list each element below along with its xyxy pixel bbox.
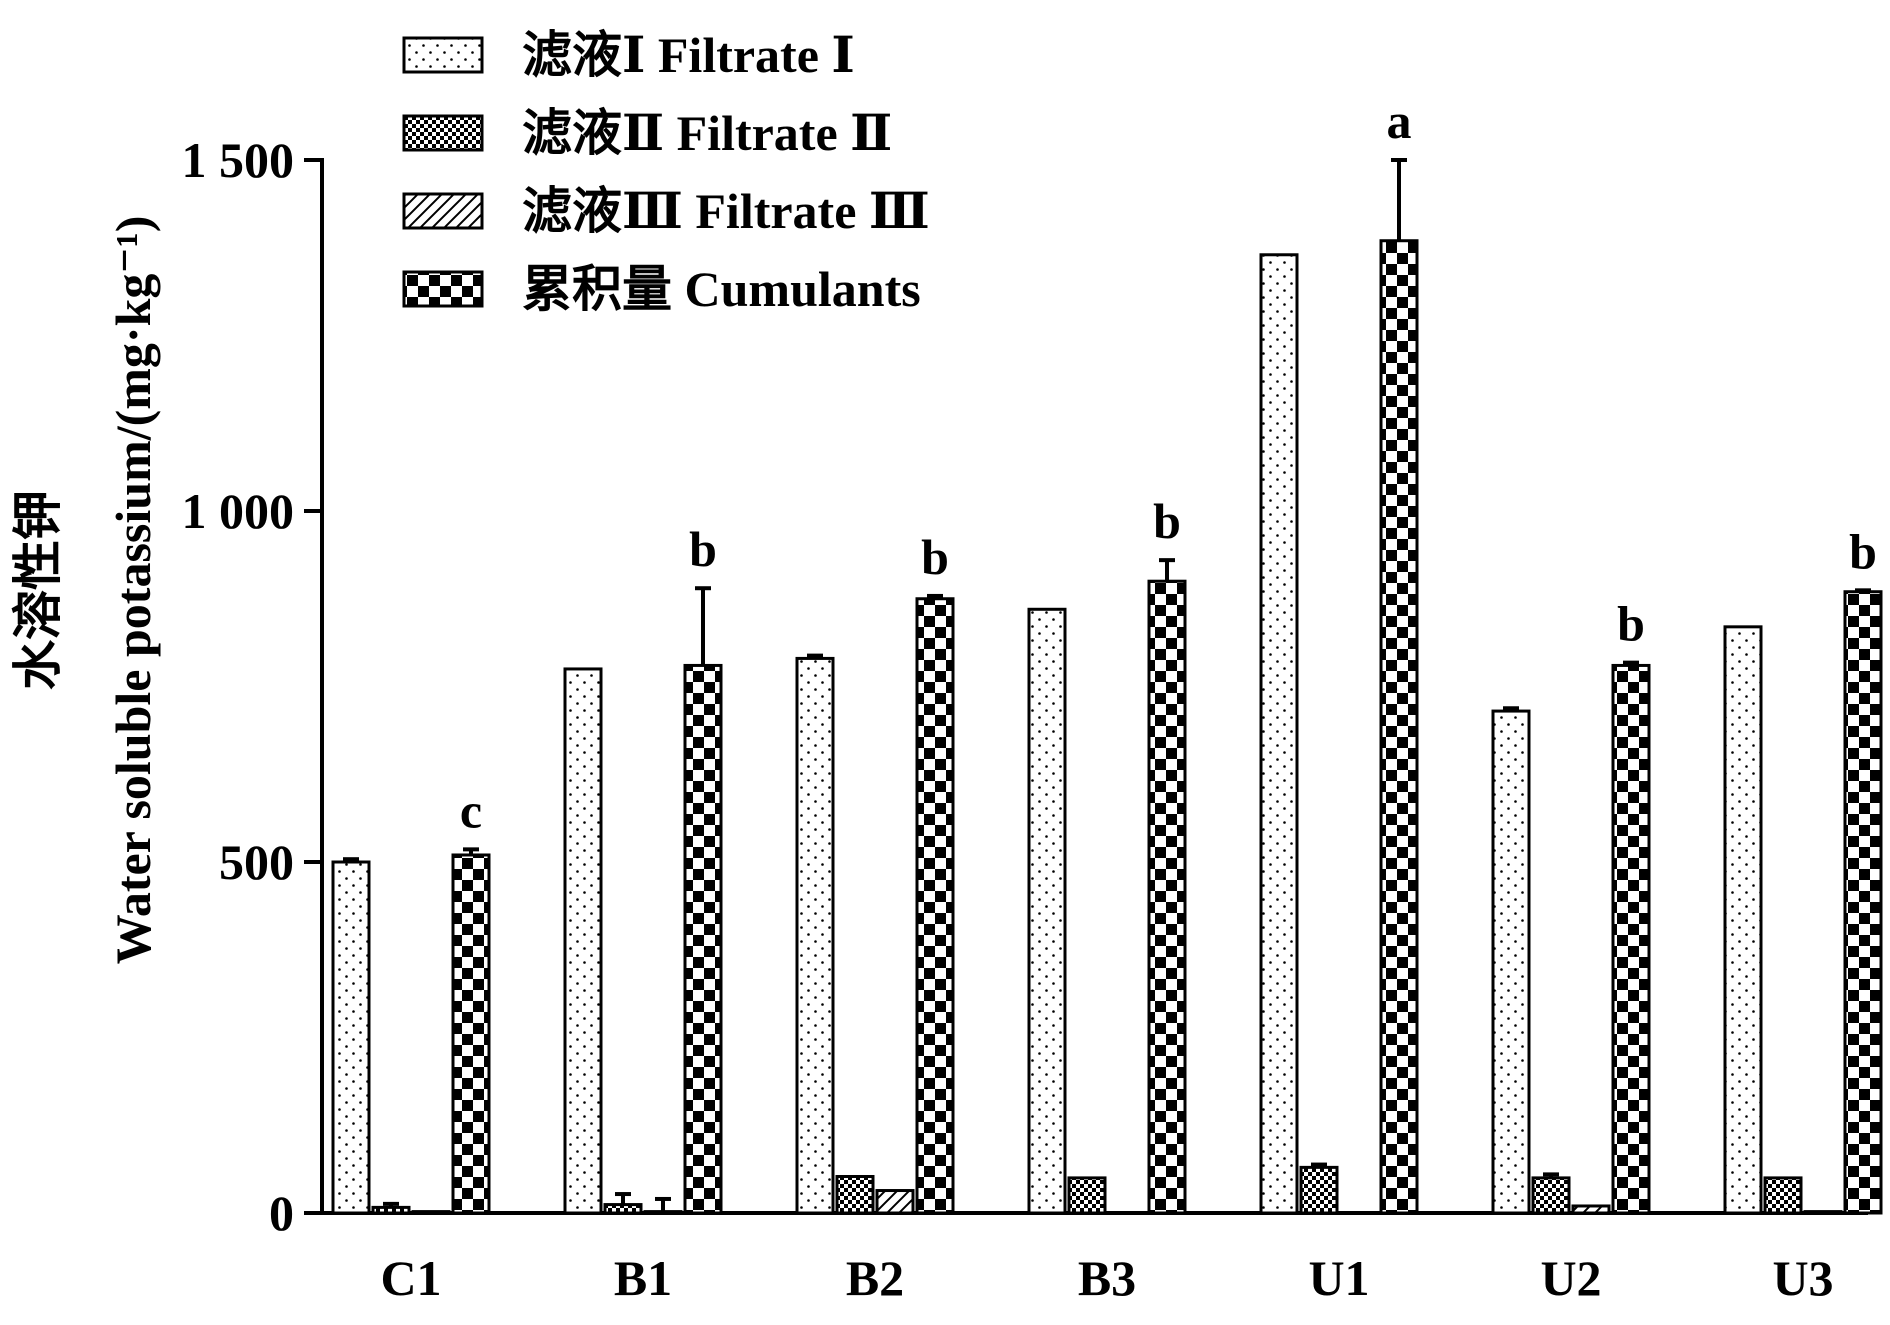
y-tick-label: 1 000	[182, 483, 295, 539]
bar-U3-series-4	[1843, 590, 1883, 1215]
bar-B3-series-1	[1027, 607, 1067, 1215]
bar-U2-series-3	[1571, 1204, 1611, 1215]
significance-label-U3: b	[1849, 523, 1877, 579]
significance-label-B3: b	[1153, 493, 1181, 549]
y-tick-label: 0	[269, 1185, 294, 1241]
bar-C1-series-1	[331, 860, 371, 1215]
x-tick-label-U3: U3	[1772, 1250, 1833, 1306]
y-tick-label: 1 500	[182, 132, 295, 188]
bar-B2-series-3	[875, 1189, 915, 1215]
legend-label-series-3: 滤液Ⅲ Filtrate Ⅲ	[522, 183, 930, 239]
bar-B2-series-2	[835, 1174, 875, 1215]
y-axis-title-zh: 水溶性钾	[10, 490, 66, 690]
bar-B2-series-4	[915, 597, 955, 1215]
legend-swatch-series-2	[402, 114, 484, 152]
legend-swatch-series-4	[402, 270, 484, 308]
significance-label-B1: b	[689, 521, 717, 577]
bar-U1-series-2	[1299, 1165, 1339, 1215]
bars	[331, 239, 1883, 1215]
legend: 滤液Ⅰ Filtrate Ⅰ 滤液Ⅱ Filtrate Ⅱ 滤液Ⅲ Filtrate…	[402, 27, 930, 317]
legend-label-series-1: 滤液Ⅰ Filtrate Ⅰ	[522, 27, 855, 83]
x-tick-label-U2: U2	[1540, 1250, 1601, 1306]
x-axis-labels: C1 B1 B2 B3 U1 U2 U3	[380, 1250, 1833, 1306]
legend-label-series-2: 滤液Ⅱ Filtrate Ⅱ	[522, 105, 892, 161]
significance-label-U1: a	[1387, 93, 1412, 149]
bar-B3-series-4	[1147, 579, 1187, 1215]
y-tick-label: 500	[219, 834, 294, 890]
bar-U3-series-3	[1803, 1210, 1843, 1215]
bar-U2-series-1	[1491, 709, 1531, 1215]
bar-U3-series-2	[1763, 1176, 1803, 1215]
legend-label-series-4: 累积量 Cumulants	[522, 261, 921, 317]
bar-C1-series-3	[411, 1210, 451, 1215]
y-axis-title: 水溶性钾 Water soluble potassium/(mg·kg⁻¹)	[10, 216, 161, 965]
x-tick-label-U1: U1	[1308, 1250, 1369, 1306]
x-tick-label-B1: B1	[614, 1250, 672, 1306]
bar-B1-series-4	[683, 663, 723, 1215]
bar-U2-series-2	[1531, 1176, 1571, 1215]
bar-U1-series-4	[1379, 239, 1419, 1215]
bar-U1-series-1	[1259, 253, 1299, 1215]
x-tick-label-C1: C1	[380, 1250, 441, 1306]
bar-B1-series-1	[563, 667, 603, 1215]
bar-B1-series-2	[603, 1203, 643, 1215]
significance-label-U2: b	[1617, 596, 1645, 652]
bar-B1-series-3	[643, 1210, 683, 1215]
y-axis-title-en: Water soluble potassium/(mg·kg⁻¹)	[105, 216, 161, 965]
x-tick-label-B2: B2	[846, 1250, 904, 1306]
significance-label-B2: b	[921, 529, 949, 585]
bar-C1-series-4	[451, 853, 491, 1215]
bar-C1-series-2	[371, 1205, 411, 1215]
significance-labels: c b b b a b b	[460, 93, 1877, 838]
bar-U3-series-1	[1723, 625, 1763, 1215]
x-tick-label-B3: B3	[1078, 1250, 1136, 1306]
bar-B2-series-1	[795, 656, 835, 1215]
significance-label-C1: c	[460, 782, 482, 838]
bar-U2-series-4	[1611, 663, 1651, 1215]
bar-B3-series-2	[1067, 1176, 1107, 1215]
legend-swatch-series-1	[402, 36, 484, 74]
error-bars	[343, 158, 1871, 1212]
legend-swatch-series-3	[402, 192, 484, 230]
